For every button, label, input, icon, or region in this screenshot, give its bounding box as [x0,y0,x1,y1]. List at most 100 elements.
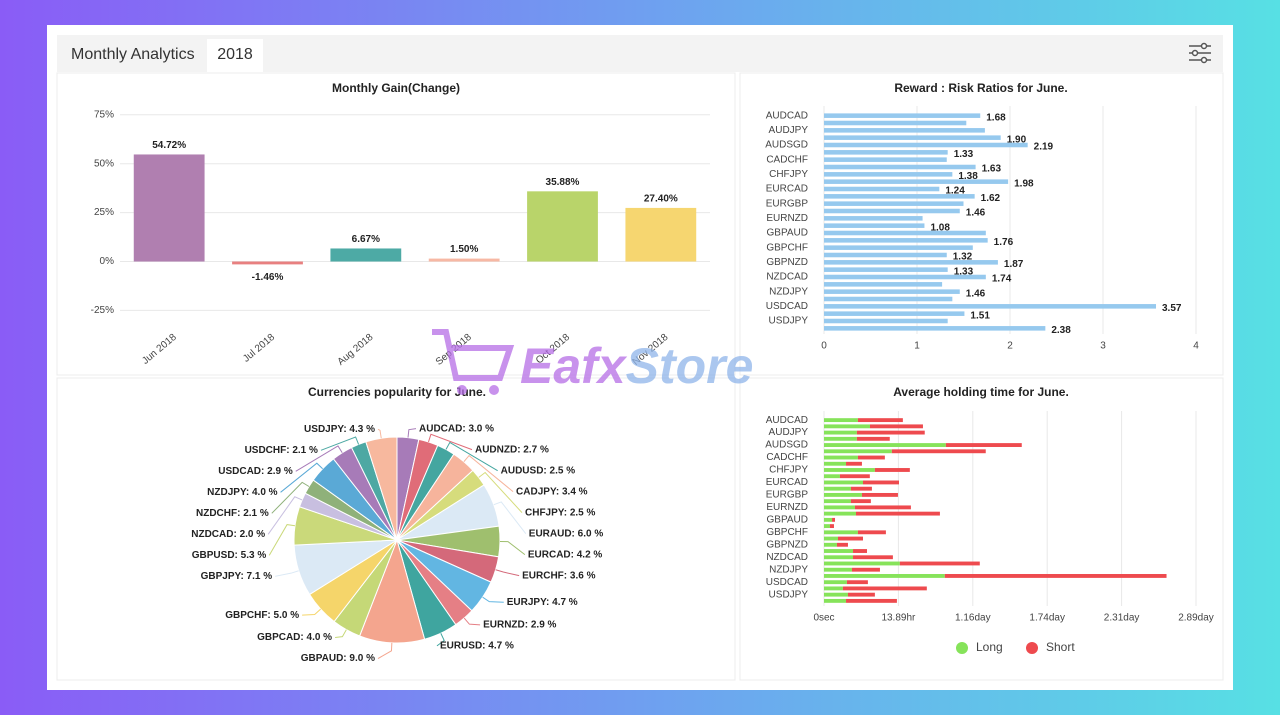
y-tick-label: NZDJPY [769,286,808,297]
slice-label: GBPCAD: 4.0 % [257,632,332,643]
bar [824,150,948,155]
y-tick-label: CHFJPY [769,465,808,476]
y-tick-label: EURCAD [766,477,808,488]
x-tick-label: 2.89day [1178,613,1214,624]
bar [824,542,837,547]
value-label: 1.63 [982,164,1002,175]
bar [824,289,960,294]
value-label: 1.38 [958,171,978,182]
year-tab-label[interactable]: 2018 [217,46,253,63]
bar [824,449,892,454]
bar [824,186,940,192]
leader-line [493,501,527,534]
bar [861,492,898,497]
bar [829,524,834,529]
leader-line [428,433,473,451]
y-tick-label: AUDCAD [766,415,808,426]
y-tick-label: AUDJPY [769,427,809,438]
leader-line [482,596,504,603]
bar [869,424,923,429]
y-tick-label: 25% [94,207,114,218]
bar [874,468,910,472]
y-tick-label: EURCAD [766,184,808,195]
bar [824,492,862,497]
value-label: 2.38 [1051,325,1071,336]
bar [857,418,903,423]
slice-label: USDCHF: 2.1 % [245,445,318,456]
chart-title: Reward : Risk Ratios for June. [894,81,1067,95]
y-tick-label: -25% [91,305,114,316]
year-tab[interactable] [207,39,263,72]
bar [330,248,402,262]
bar [824,318,948,324]
slice-label: EURJPY: 4.7 % [507,597,578,608]
cart-wheel [457,385,467,395]
slice-label: NZDCAD: 2.0 % [191,529,265,540]
bar [824,304,1157,309]
y-tick-label: CHFJPY [769,169,808,180]
cart-icon [432,329,515,381]
y-tick-label: AUDSGD [765,140,808,151]
bar [824,296,953,302]
bar [824,157,947,162]
value-label: 1.32 [953,252,973,263]
y-tick-label: AUDJPY [769,125,809,136]
legend-label: Long [976,640,1003,654]
bar [862,480,899,485]
bar [855,511,940,516]
value-label: 1.50% [450,244,478,255]
bar [846,598,897,603]
y-tick-label: 50% [94,158,114,169]
y-tick-label: EURNZD [766,502,808,513]
bar [133,154,205,262]
bar [824,223,925,228]
leader-line [463,617,481,626]
bar [837,536,863,541]
value-label: 1.46 [966,288,986,299]
legend-label: Short [1046,640,1075,654]
leader-line [377,428,382,439]
leader-line [478,471,523,513]
leader-line [436,633,445,647]
y-tick-label: NZDCAD [766,552,808,563]
bar [824,238,988,243]
bar [428,258,500,262]
leader-line [377,642,393,659]
bar [824,586,843,591]
bar [232,261,303,265]
value-label: 1.87 [1004,259,1024,270]
value-label: 1.90 [1007,134,1027,145]
bar [850,499,871,504]
slice-label: USDJPY: 4.3 % [304,424,375,435]
y-tick-label: NZDJPY [769,564,808,575]
leader-line [271,481,310,514]
value-label: 1.76 [994,237,1014,248]
bar [824,326,1046,331]
bar [824,267,948,272]
y-tick-label: GBPNZD [766,539,808,550]
slice-label: AUDUSD: 2.5 % [501,465,576,476]
value-label: 1.68 [986,112,1006,123]
bar [824,274,986,280]
bar [824,499,851,504]
bar [824,208,960,214]
slice-label: GBPAUD: 9.0 % [301,653,375,664]
slice-label: GBPCHF: 5.0 % [225,610,299,621]
slice-label: GBPJPY: 7.1 % [201,571,273,582]
bar [824,128,985,133]
chart-title: Average holding time for June. [893,385,1069,399]
bar [857,455,885,460]
leader-line [463,454,514,493]
bar [824,172,953,177]
y-tick-label: CADCHF [766,452,808,463]
slice-label: EURUSD: 4.7 % [440,641,514,652]
y-tick-label: AUDSGD [765,440,808,451]
leader-line [268,524,296,556]
leader-line [335,629,347,639]
bar [824,252,947,258]
x-tick-label: 1.16day [955,613,991,624]
filter-icon[interactable] [1189,42,1211,64]
slice-label: EURNZD: 2.9 % [483,620,556,631]
bar [836,542,848,547]
